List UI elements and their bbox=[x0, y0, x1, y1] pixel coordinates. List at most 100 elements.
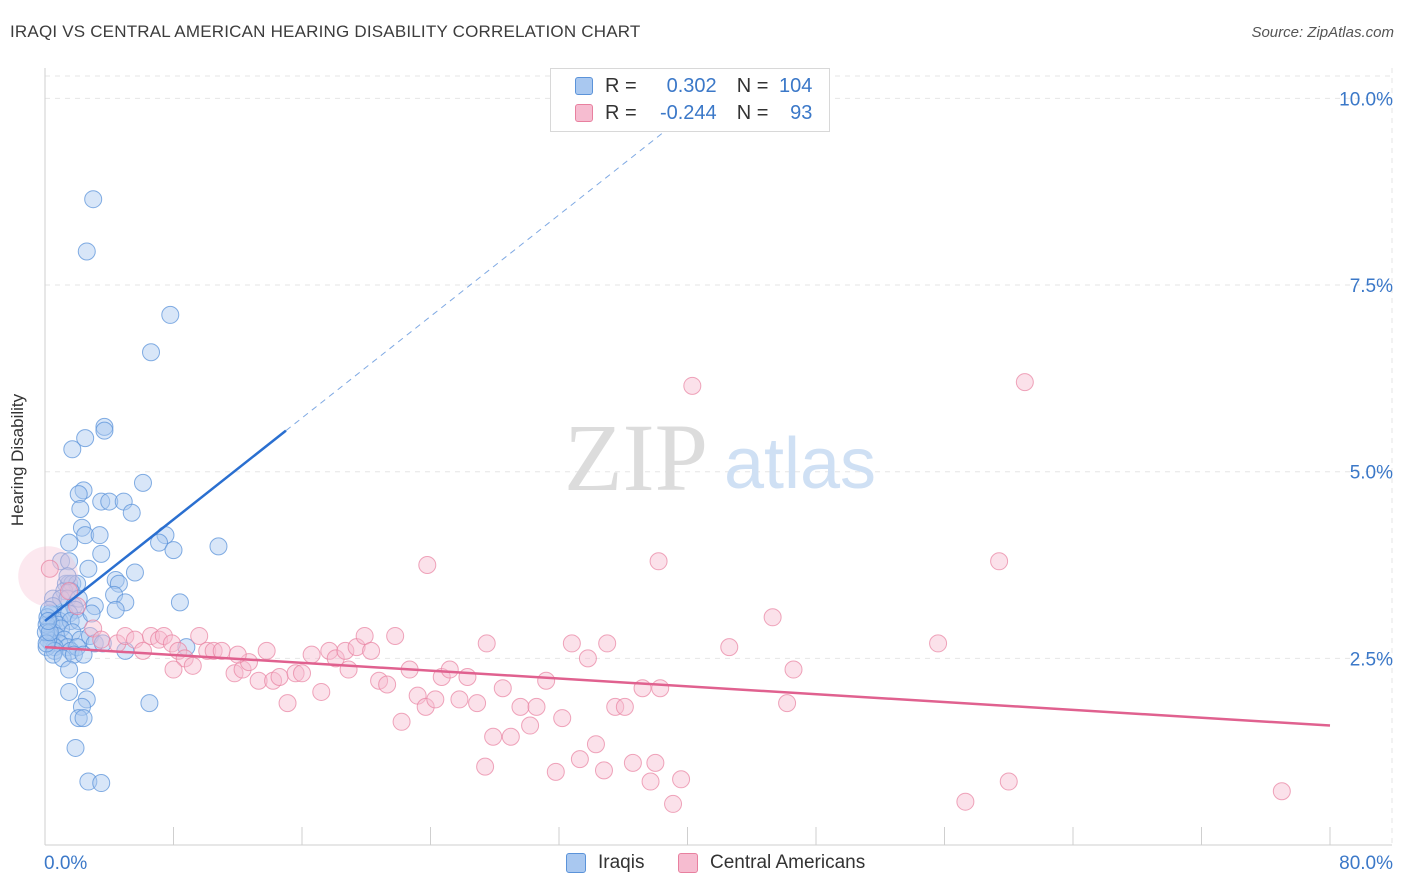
point-central-americans bbox=[784, 660, 803, 679]
point-central-americans bbox=[929, 634, 948, 653]
point-iraqis bbox=[76, 429, 95, 448]
legend-n-value: 104 bbox=[779, 74, 813, 97]
point-iraqis bbox=[77, 242, 96, 261]
point-central-americans bbox=[92, 630, 111, 649]
point-central-americans bbox=[623, 753, 642, 772]
legend-r-label: R = bbox=[605, 101, 637, 124]
legend-row-iraqis: R = 0.302 N = 104 bbox=[551, 73, 812, 99]
point-central-americans bbox=[320, 641, 339, 660]
point-central-americans bbox=[484, 727, 503, 746]
watermark-zip: ZIP bbox=[564, 404, 708, 511]
point-iraqis bbox=[105, 585, 124, 604]
bottom-legend-central-americans: Central Americans bbox=[678, 852, 865, 874]
point-central-americans bbox=[511, 697, 530, 716]
point-central-americans bbox=[646, 753, 665, 772]
point-iraqis bbox=[106, 600, 125, 619]
point-iraqis bbox=[92, 774, 111, 793]
point-central-americans bbox=[649, 552, 668, 571]
point-central-americans bbox=[570, 750, 589, 769]
bottom-legend-swatch-blue bbox=[566, 853, 586, 873]
legend-row-central-americans: R = -0.244 N = 93 bbox=[551, 100, 812, 126]
point-iraqis bbox=[66, 738, 85, 757]
point-iraqis bbox=[79, 772, 98, 791]
bottom-legend: Iraqis Central Americans bbox=[0, 852, 1406, 878]
legend-swatch-blue bbox=[575, 77, 593, 95]
point-iraqis bbox=[125, 563, 144, 582]
point-central-americans bbox=[664, 794, 683, 813]
point-central-americans bbox=[546, 762, 565, 781]
series-central-americans bbox=[18, 373, 1291, 813]
point-iraqis bbox=[142, 343, 161, 362]
y-tick-label: 7.5% bbox=[1350, 276, 1393, 297]
point-iraqis bbox=[209, 537, 228, 556]
y-tick-label: 10.0% bbox=[1339, 89, 1393, 110]
point-iraqis bbox=[60, 660, 79, 679]
point-iraqis bbox=[39, 612, 58, 631]
tick-labels: 2.5% 5.0% 7.5% 10.0% 0.0% 80.0% bbox=[44, 89, 1393, 874]
point-iraqis bbox=[122, 503, 141, 522]
point-iraqis bbox=[95, 417, 114, 436]
point-central-americans bbox=[164, 660, 183, 679]
watermark: ZIP atlas bbox=[564, 404, 876, 511]
point-central-americans bbox=[418, 556, 437, 575]
bottom-legend-label-central-americans: Central Americans bbox=[710, 852, 866, 873]
point-central-americans bbox=[270, 668, 289, 687]
point-central-americans bbox=[440, 660, 459, 679]
point-central-americans bbox=[493, 679, 512, 698]
legend: R = 0.302 N = 104 R = -0.244 N = 93 bbox=[550, 68, 830, 132]
trend-line-iraqis bbox=[44, 429, 287, 623]
watermark-atlas: atlas bbox=[724, 424, 876, 504]
grid-lines bbox=[45, 68, 1393, 845]
point-iraqis bbox=[69, 589, 88, 608]
point-central-americans bbox=[239, 653, 258, 672]
point-iraqis bbox=[82, 604, 101, 623]
point-central-americans bbox=[763, 608, 782, 627]
point-iraqis bbox=[161, 305, 180, 324]
point-central-americans bbox=[537, 671, 556, 690]
legend-n-label: N = bbox=[736, 74, 769, 97]
point-central-americans bbox=[562, 634, 581, 653]
point-central-americans bbox=[683, 376, 702, 395]
point-central-americans bbox=[598, 634, 617, 653]
point-central-americans bbox=[339, 660, 358, 679]
point-iraqis bbox=[60, 533, 79, 552]
point-iraqis bbox=[60, 552, 79, 571]
point-iraqis bbox=[53, 649, 72, 668]
point-central-americans bbox=[527, 697, 546, 716]
point-central-americans bbox=[40, 559, 59, 578]
point-central-americans bbox=[956, 792, 975, 811]
point-central-americans bbox=[286, 664, 305, 683]
source-label: Source: ZipAtlas.com bbox=[1251, 24, 1394, 41]
point-iraqis bbox=[90, 526, 109, 545]
point-central-americans bbox=[521, 716, 540, 735]
point-central-americans bbox=[378, 675, 397, 694]
point-central-americans bbox=[426, 690, 445, 709]
point-central-americans bbox=[416, 697, 435, 716]
point-central-americans bbox=[133, 641, 152, 660]
point-iraqis bbox=[164, 541, 183, 560]
trend-lines bbox=[44, 112, 1331, 727]
bottom-legend-label-iraqis: Iraqis bbox=[598, 852, 645, 873]
point-central-americans bbox=[672, 770, 691, 789]
point-central-americans bbox=[183, 656, 202, 675]
point-iraqis bbox=[92, 544, 111, 563]
point-central-americans bbox=[501, 727, 520, 746]
point-central-americans bbox=[468, 694, 487, 713]
point-central-americans bbox=[68, 597, 87, 616]
point-iraqis bbox=[63, 440, 82, 459]
point-central-americans bbox=[586, 735, 605, 754]
chart-title: IRAQI VS CENTRAL AMERICAN HEARING DISABI… bbox=[10, 22, 641, 41]
point-central-americans bbox=[720, 638, 739, 657]
point-iraqis bbox=[60, 682, 79, 701]
point-central-americans bbox=[392, 712, 411, 731]
point-iraqis bbox=[109, 574, 128, 593]
point-iraqis bbox=[69, 709, 88, 728]
point-central-americans bbox=[326, 649, 345, 668]
point-central-americans bbox=[249, 671, 268, 690]
point-iraqis bbox=[76, 671, 95, 690]
series-iraqis bbox=[36, 190, 228, 793]
point-iraqis bbox=[74, 709, 93, 728]
legend-r-label: R = bbox=[605, 74, 637, 97]
point-iraqis bbox=[100, 492, 119, 511]
y-tick-label: 2.5% bbox=[1350, 649, 1393, 670]
